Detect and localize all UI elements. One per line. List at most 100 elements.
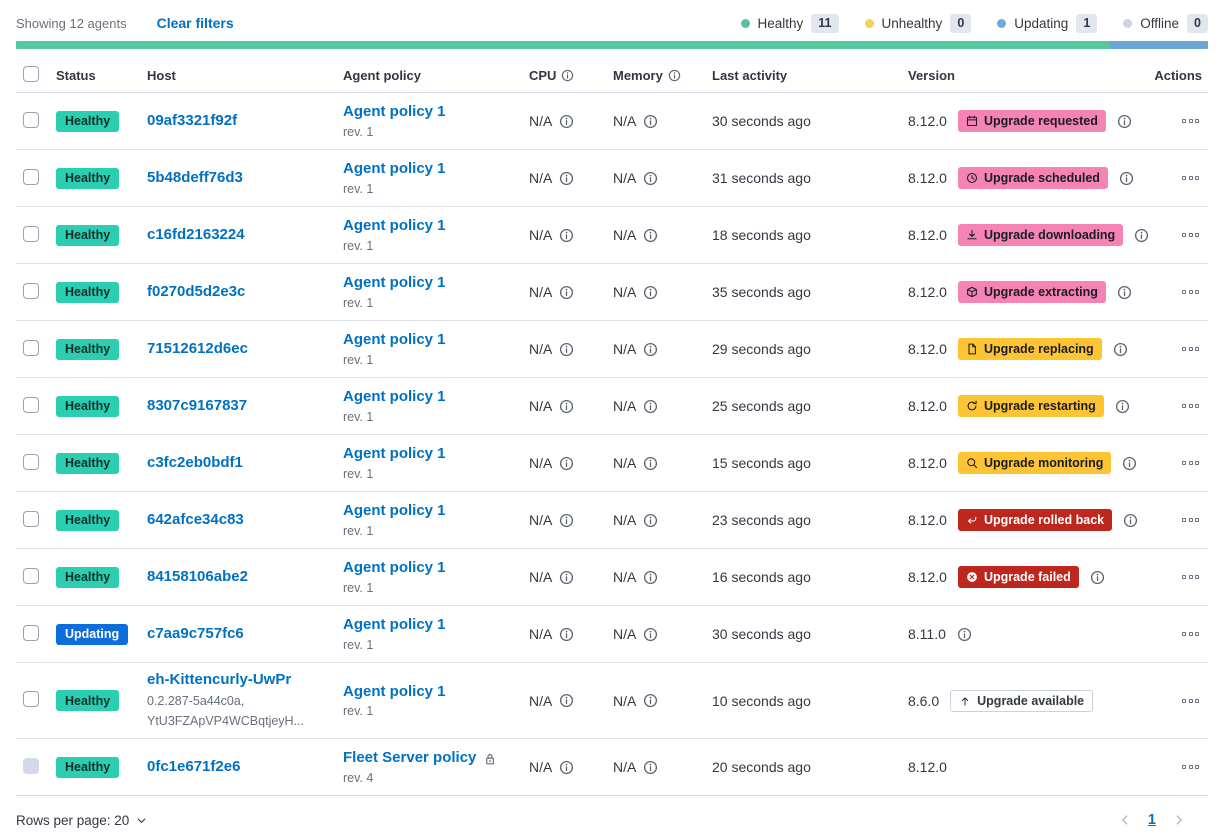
- info-icon[interactable]: [559, 693, 574, 708]
- host-link[interactable]: 84158106abe2: [147, 567, 248, 585]
- actions-menu-button[interactable]: [1182, 172, 1199, 184]
- info-icon[interactable]: [559, 456, 574, 471]
- row-checkbox[interactable]: [23, 396, 39, 413]
- row-checkbox[interactable]: [23, 168, 39, 185]
- agent-policy-link[interactable]: Agent policy 1: [343, 445, 446, 463]
- legend-item-healthy[interactable]: Healthy 11: [740, 13, 839, 33]
- info-icon[interactable]: [1117, 285, 1132, 300]
- host-link[interactable]: 71512612d6ec: [147, 339, 248, 357]
- agent-policy-link[interactable]: Agent policy 1: [343, 616, 446, 634]
- actions-menu-button[interactable]: [1182, 286, 1199, 298]
- actions-menu-button[interactable]: [1182, 571, 1199, 583]
- row-checkbox[interactable]: [23, 691, 39, 707]
- clear-filters-link[interactable]: Clear filters: [156, 15, 234, 31]
- info-icon[interactable]: [559, 171, 574, 186]
- agent-policy-link[interactable]: Agent policy 1: [343, 103, 446, 121]
- info-icon[interactable]: [559, 627, 574, 642]
- agent-policy-link[interactable]: Agent policy 1: [343, 682, 446, 700]
- column-header-version[interactable]: Version: [908, 68, 955, 83]
- column-header-last-activity[interactable]: Last activity: [712, 68, 788, 83]
- legend-item-offline[interactable]: Offline 0: [1123, 13, 1208, 33]
- actions-menu-button[interactable]: [1182, 115, 1199, 127]
- info-icon[interactable]: [643, 513, 658, 528]
- info-icon[interactable]: [1115, 399, 1130, 414]
- info-icon[interactable]: [1123, 513, 1138, 528]
- info-icon[interactable]: [643, 456, 658, 471]
- info-icon[interactable]: [1122, 456, 1137, 471]
- info-icon[interactable]: [559, 513, 574, 528]
- agent-policy-link[interactable]: Agent policy 1: [343, 388, 446, 406]
- agent-policy-link[interactable]: Agent policy 1: [343, 559, 446, 577]
- agent-policy-link[interactable]: Agent policy 1: [343, 160, 446, 178]
- page-number-button[interactable]: 1: [1147, 812, 1156, 828]
- legend-item-updating[interactable]: Updating 1: [997, 13, 1098, 33]
- host-link[interactable]: 5b48deff76d3: [147, 168, 243, 186]
- agent-policy-link[interactable]: Agent policy 1: [343, 274, 446, 292]
- row-checkbox[interactable]: [23, 567, 39, 584]
- info-icon[interactable]: [1117, 114, 1132, 129]
- info-icon[interactable]: [559, 228, 574, 243]
- info-icon[interactable]: [643, 342, 658, 357]
- row-checkbox[interactable]: [23, 339, 39, 356]
- info-icon[interactable]: [643, 171, 658, 186]
- info-icon[interactable]: [559, 399, 574, 414]
- row-checkbox[interactable]: [23, 282, 39, 299]
- host-link[interactable]: c7aa9c757fc6: [147, 624, 244, 642]
- row-checkbox[interactable]: [23, 624, 39, 641]
- actions-menu-button[interactable]: [1182, 457, 1199, 469]
- info-icon[interactable]: [643, 570, 658, 585]
- host-link[interactable]: f0270d5d2e3c: [147, 282, 246, 300]
- select-all-checkbox[interactable]: [23, 66, 39, 82]
- host-link[interactable]: 642afce34c83: [147, 510, 244, 528]
- host-link[interactable]: eh-Kittencurly-UwPr: [147, 671, 292, 688]
- next-page-button[interactable]: [1172, 813, 1186, 827]
- column-header-agent-policy[interactable]: Agent policy: [343, 68, 422, 83]
- info-icon[interactable]: [957, 627, 972, 642]
- row-checkbox[interactable]: [23, 225, 39, 242]
- info-icon[interactable]: [643, 114, 658, 129]
- actions-menu-button[interactable]: [1182, 695, 1199, 707]
- agent-policy-link[interactable]: Agent policy 1: [343, 217, 446, 235]
- actions-menu-button[interactable]: [1182, 229, 1199, 241]
- row-checkbox[interactable]: [23, 510, 39, 527]
- host-link[interactable]: 09af3321f92f: [147, 111, 238, 129]
- actions-menu-button[interactable]: [1182, 514, 1199, 526]
- info-icon[interactable]: [1113, 342, 1128, 357]
- previous-page-button[interactable]: [1118, 813, 1132, 827]
- info-icon[interactable]: [559, 570, 574, 585]
- legend-item-unhealthy[interactable]: Unhealthy 0: [864, 13, 972, 33]
- host-link[interactable]: 8307c9167837: [147, 396, 248, 414]
- info-icon[interactable]: [559, 760, 574, 775]
- info-icon[interactable]: [643, 693, 658, 708]
- agent-policy-link[interactable]: Fleet Server policy: [343, 749, 477, 767]
- info-icon[interactable]: [559, 285, 574, 300]
- row-checkbox[interactable]: [23, 111, 39, 128]
- actions-menu-button[interactable]: [1182, 628, 1199, 640]
- info-icon[interactable]: [643, 228, 658, 243]
- info-icon[interactable]: [643, 399, 658, 414]
- row-checkbox[interactable]: [23, 453, 39, 470]
- info-icon[interactable]: [643, 760, 658, 775]
- info-icon[interactable]: [559, 114, 574, 129]
- column-header-cpu[interactable]: CPU: [523, 68, 607, 83]
- info-icon[interactable]: [643, 285, 658, 300]
- info-icon[interactable]: [561, 69, 574, 82]
- actions-menu-button[interactable]: [1182, 400, 1199, 412]
- info-icon[interactable]: [559, 342, 574, 357]
- host-link[interactable]: 0fc1e671f2e6: [147, 757, 241, 775]
- info-icon[interactable]: [1090, 570, 1105, 585]
- rows-per-page-control[interactable]: Rows per page: 20: [16, 813, 148, 828]
- actions-menu-button[interactable]: [1182, 761, 1199, 773]
- info-icon[interactable]: [1119, 171, 1134, 186]
- column-header-host[interactable]: Host: [147, 68, 176, 83]
- info-icon[interactable]: [643, 627, 658, 642]
- host-link[interactable]: c16fd2163224: [147, 225, 245, 243]
- column-header-memory[interactable]: Memory: [607, 68, 706, 83]
- agent-policy-link[interactable]: Agent policy 1: [343, 502, 446, 520]
- host-link[interactable]: c3fc2eb0bdf1: [147, 453, 243, 471]
- actions-menu-button[interactable]: [1182, 343, 1199, 355]
- info-icon[interactable]: [1134, 228, 1149, 243]
- info-icon[interactable]: [668, 69, 681, 82]
- agent-policy-link[interactable]: Agent policy 1: [343, 331, 446, 349]
- column-header-status[interactable]: Status: [56, 68, 96, 83]
